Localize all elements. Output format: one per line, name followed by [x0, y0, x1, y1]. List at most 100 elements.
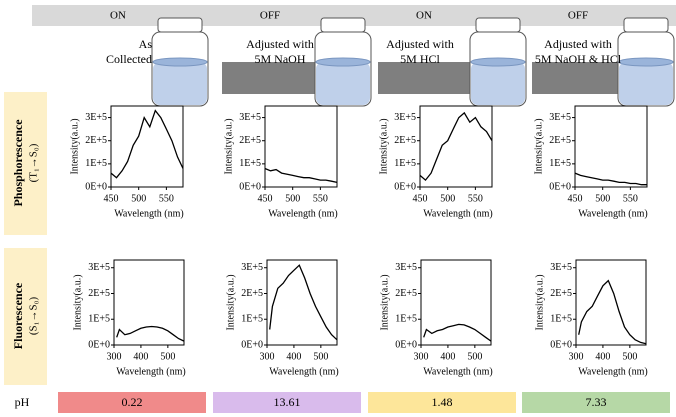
arrow: [532, 54, 645, 102]
ph-label: pH: [15, 395, 30, 409]
y-tick-label: 3E+5: [549, 112, 571, 123]
x-tick-label: 300: [569, 351, 584, 362]
vial-cap: [475, 17, 521, 33]
x-tick-label: 400: [440, 351, 455, 362]
x-axis-label: Wavelength (nm): [423, 208, 492, 219]
ph-value: 0.22: [122, 395, 143, 409]
y-axis-label: Intensity(a.u.): [69, 118, 80, 174]
row-label-title: Fluorescence: [11, 282, 25, 349]
state-label: ON: [416, 10, 432, 22]
y-tick-label: 1E+5: [549, 158, 571, 169]
plot-frame: [574, 105, 648, 188]
x-axis-label: Wavelength (nm): [423, 366, 492, 377]
y-tick-label: 3E+5: [88, 262, 110, 273]
plot-frame: [420, 259, 492, 346]
plot-frame: [113, 259, 185, 346]
step-label: Adjusted with: [246, 37, 314, 51]
ph-cell: [213, 392, 361, 413]
vial-surface: [618, 57, 674, 67]
ph-cell: [522, 392, 670, 413]
y-tick-label: 3E+5: [241, 262, 263, 273]
x-tick-label: 300: [260, 351, 275, 362]
y-axis-label: Intensity(a.u.): [534, 274, 545, 330]
arrow: [378, 54, 495, 102]
y-tick-label: 0E+0: [85, 181, 107, 192]
row-label-title: Phosphorescence: [11, 119, 25, 207]
row-label-box: [4, 92, 47, 235]
spectrum-line: [574, 172, 647, 186]
x-tick-label: 550: [159, 193, 174, 204]
x-axis-label: Wavelength (nm): [114, 208, 183, 219]
spectrum-line: [116, 325, 185, 342]
y-tick-label: 2E+5: [88, 288, 110, 299]
x-tick-label: 550: [468, 193, 483, 204]
step-label: 5M HCl: [400, 52, 440, 66]
spectrum-line: [264, 167, 338, 184]
x-tick-label: 500: [467, 351, 482, 362]
y-tick-label: 2E+5: [395, 288, 417, 299]
y-tick-label: 1E+5: [88, 314, 110, 325]
step-label: Adjusted with: [544, 37, 612, 51]
ph-value: 13.61: [274, 395, 301, 409]
x-tick-label: 550: [313, 193, 328, 204]
ph-cell: [58, 392, 206, 413]
x-tick-label: 450: [413, 193, 428, 204]
y-tick-label: 1E+5: [85, 158, 107, 169]
x-tick-label: 450: [568, 193, 583, 204]
vial-liquid: [619, 62, 673, 105]
x-tick-label: 300: [414, 351, 429, 362]
x-tick-label: 500: [285, 193, 300, 204]
y-tick-label: 3E+5: [394, 112, 416, 123]
x-tick-label: 500: [622, 351, 637, 362]
spectrum-line: [419, 111, 493, 182]
vial-liquid: [471, 62, 525, 105]
step-label: Collected: [106, 52, 152, 66]
y-tick-label: 0E+0: [550, 339, 572, 350]
y-axis-label: Intensity(a.u.): [225, 274, 236, 330]
state-label: ON: [110, 10, 126, 22]
plot-frame: [264, 105, 338, 188]
state-label: OFF: [260, 10, 280, 22]
x-axis-label: Wavelength (nm): [268, 208, 337, 219]
y-tick-label: 3E+5: [550, 262, 572, 273]
y-tick-label: 0E+0: [395, 339, 417, 350]
y-tick-label: 3E+5: [395, 262, 417, 273]
row-label-subtitle: (S₁→S₀): [28, 297, 40, 336]
y-tick-label: 1E+5: [241, 314, 263, 325]
ph-cell: [368, 392, 516, 413]
spectrum-line: [578, 279, 647, 345]
vial-surface: [152, 57, 208, 67]
vial-liquid: [153, 62, 207, 105]
step-label: As: [139, 37, 153, 51]
y-tick-label: 3E+5: [85, 112, 107, 123]
x-tick-label: 500: [595, 193, 610, 204]
x-tick-label: 400: [133, 351, 148, 362]
y-tick-label: 2E+5: [241, 288, 263, 299]
y-tick-label: 0E+0: [88, 339, 110, 350]
y-tick-label: 2E+5: [85, 135, 107, 146]
state-label: OFF: [568, 10, 588, 22]
row-label-subtitle: (T₁→S₀): [28, 143, 40, 182]
y-tick-label: 1E+5: [550, 314, 572, 325]
x-axis-label: Wavelength (nm): [116, 366, 185, 377]
y-axis-label: Intensity(a.u.): [72, 274, 83, 330]
y-tick-label: 1E+5: [239, 158, 261, 169]
vial-surface: [315, 57, 371, 67]
x-tick-label: 450: [258, 193, 273, 204]
vial-cap: [157, 17, 203, 33]
vial-liquid: [316, 62, 370, 105]
plot-frame: [110, 105, 184, 188]
x-tick-label: 450: [104, 193, 119, 204]
x-tick-label: 500: [131, 193, 146, 204]
step-label: 5M NaOH & HCl: [535, 52, 622, 66]
y-tick-label: 0E+0: [394, 181, 416, 192]
x-tick-label: 400: [595, 351, 610, 362]
x-tick-label: 300: [107, 351, 122, 362]
y-axis-label: Intensity(a.u.): [378, 118, 389, 174]
y-tick-label: 0E+0: [239, 181, 261, 192]
vial-cap: [320, 17, 366, 33]
y-tick-label: 2E+5: [549, 135, 571, 146]
y-tick-label: 1E+5: [394, 158, 416, 169]
y-tick-label: 0E+0: [241, 339, 263, 350]
